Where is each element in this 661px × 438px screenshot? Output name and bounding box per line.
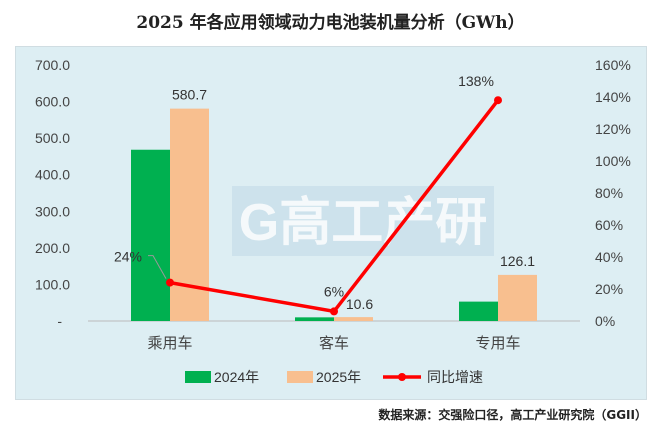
y-left-tick: 700.0 (35, 57, 70, 73)
bar-2024年-客车 (295, 317, 334, 321)
bar-2025年-专用车 (498, 274, 537, 321)
y-left-tick: 100.0 (35, 276, 70, 292)
source-note: 数据来源：交强险口径，高工产业研究院（GGII） (378, 408, 647, 422)
x-tick-label: 乘用车 (147, 335, 192, 352)
line-point (166, 278, 174, 287)
y-right-tick: 120% (595, 121, 631, 137)
y-left-tick: 600.0 (35, 94, 70, 110)
line-data-label: 6% (324, 283, 344, 299)
y-right-tick: 40% (595, 249, 623, 265)
y-left-tick: 400.0 (35, 167, 70, 183)
x-tick-label: 专用车 (475, 335, 520, 352)
bar-2024年-专用车 (459, 301, 498, 321)
line-point (330, 307, 338, 316)
y-right-tick: 140% (595, 89, 631, 105)
legend-label: 同比增速 (427, 369, 483, 385)
legend-swatch (287, 371, 313, 383)
y-left-tick: 200.0 (35, 240, 70, 256)
legend-swatch (185, 371, 211, 383)
legend-marker (398, 373, 406, 381)
watermark: G高工产研 (239, 194, 487, 252)
chart-title: 2025 年各应用领域动力电池装机量分析（GWh） (136, 13, 525, 33)
y-left-tick: - (57, 313, 62, 329)
bar-data-label: 126.1 (500, 253, 535, 269)
line-point (494, 96, 502, 105)
y-right-tick: 80% (595, 185, 623, 201)
bar-data-label: 10.6 (346, 296, 373, 312)
line-data-label: 24% (114, 249, 142, 265)
y-left-tick: 500.0 (35, 130, 70, 146)
legend-label: 2025年 (316, 369, 361, 385)
bar-data-label: 580.7 (172, 87, 207, 103)
watermark-box (232, 186, 494, 256)
y-right-tick: 0% (595, 313, 615, 329)
y-right-tick: 60% (595, 217, 623, 233)
bar-2025年-客车 (334, 317, 373, 321)
y-right-tick: 160% (595, 57, 631, 73)
x-tick-label: 客车 (319, 335, 349, 352)
legend-label: 2024年 (214, 369, 259, 385)
leader-line (148, 255, 167, 279)
line-data-label: 138% (458, 73, 494, 89)
bar-2024年-乘用车 (131, 149, 170, 321)
y-right-tick: 100% (595, 153, 631, 169)
y-right-tick: 20% (595, 281, 623, 297)
y-left-tick: 300.0 (35, 203, 70, 219)
